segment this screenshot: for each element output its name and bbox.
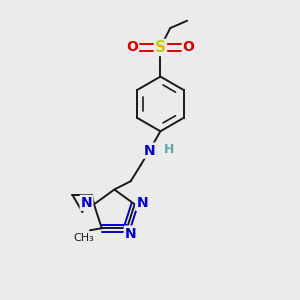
Text: N: N (125, 226, 136, 241)
Text: CH₃: CH₃ (74, 233, 94, 243)
Text: O: O (126, 40, 138, 54)
Text: N: N (81, 196, 92, 210)
Text: S: S (155, 40, 166, 55)
Text: H: H (164, 143, 174, 156)
Text: N: N (136, 196, 148, 210)
Text: O: O (183, 40, 195, 54)
Text: N: N (144, 144, 155, 158)
